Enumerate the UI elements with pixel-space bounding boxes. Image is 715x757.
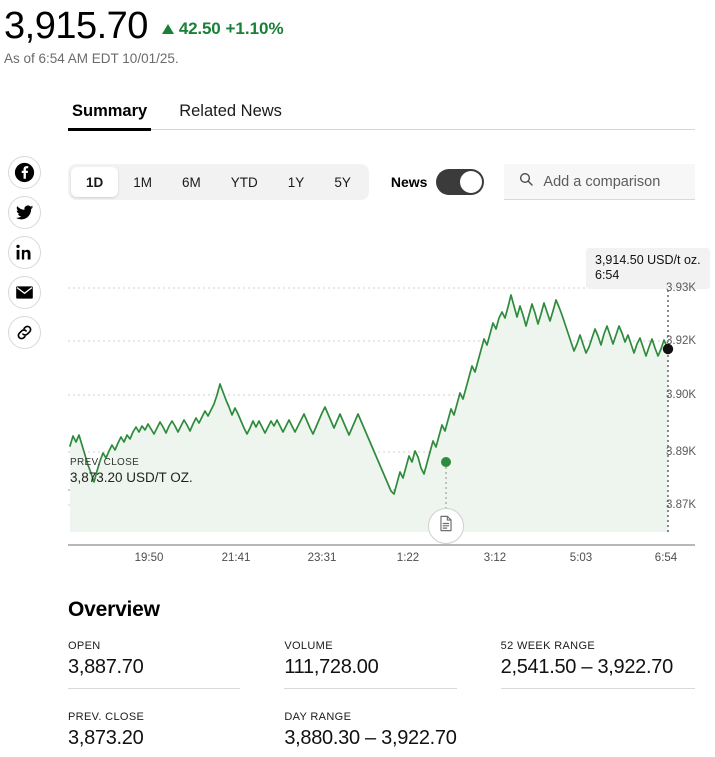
share-twitter-button[interactable] <box>8 196 41 229</box>
y-tick-4: 3.87K <box>666 499 697 511</box>
quote-price: 3,915.70 <box>4 5 148 47</box>
quote-header: 3,915.70 42.50 +1.10% As of 6:54 AM EDT … <box>0 0 715 66</box>
caret-up-icon <box>161 24 174 34</box>
quote-change-percent: +1.10% <box>225 19 284 38</box>
range-button-6m[interactable]: 6M <box>182 174 201 190</box>
x-tick-0: 19:50 <box>134 552 164 564</box>
twitter-icon <box>14 202 35 223</box>
overview-item-open: OPEN 3,887.70 <box>68 640 262 697</box>
overview-item-52-week-range: 52 WEEK RANGE 2,541.50 – 3,922.70 <box>500 640 695 697</box>
share-linkedin-button[interactable] <box>8 236 41 269</box>
overview-section: Overview OPEN 3,887.70 VOLUME 111,728.00… <box>68 598 695 757</box>
share-rail <box>8 156 41 349</box>
overview-value-volume: 111,728.00 <box>284 656 379 678</box>
range-button-ytd[interactable]: YTD <box>230 174 258 190</box>
x-tick-2: 23:31 <box>307 552 337 564</box>
search-icon <box>518 171 534 192</box>
prev-close-annotation-value: 3,873.20 USD/T OZ. <box>70 470 193 485</box>
y-tick-1: 3.92K <box>666 335 697 347</box>
overview-item-volume: VOLUME 111,728.00 <box>284 640 478 697</box>
overview-item-placeholder <box>501 711 695 757</box>
document-icon <box>438 515 454 537</box>
y-tick-2: 3.90K <box>666 389 697 401</box>
chart-canvas <box>68 250 695 546</box>
news-toggle[interactable] <box>436 169 485 195</box>
x-tick-4: 3:12 <box>483 552 507 564</box>
share-link-button[interactable] <box>8 316 41 349</box>
prev-close-annotation-label: PREV. CLOSE <box>70 457 140 468</box>
share-facebook-button[interactable] <box>8 156 41 189</box>
overview-grid: OPEN 3,887.70 VOLUME 111,728.00 52 WEEK … <box>68 640 695 757</box>
overview-title: Overview <box>68 598 160 621</box>
facebook-icon <box>14 162 35 183</box>
quote-timestamp: As of 6:54 AM EDT 10/01/25. <box>4 51 179 66</box>
x-tick-1: 21:41 <box>221 552 251 564</box>
range-button-5y[interactable]: 5Y <box>334 174 351 190</box>
y-tick-0: 3.93K <box>666 282 697 294</box>
link-icon <box>14 322 35 343</box>
x-tick-6: 6:54 <box>654 552 678 564</box>
range-button-1d[interactable]: 1D <box>71 167 119 197</box>
chart-controls: 1D 1M 6M YTD 1Y 5Y News Add a comparison <box>68 163 695 201</box>
quote-change: 42.50 +1.10% <box>161 19 284 39</box>
linkedin-icon <box>14 242 35 263</box>
overview-value-52-week-range: 2,541.50 – 3,922.70 <box>500 656 674 678</box>
tab-summary[interactable]: Summary <box>68 96 152 131</box>
overview-value-prev-close: 3,873.20 <box>68 727 144 749</box>
range-button-1m[interactable]: 1M <box>133 174 153 190</box>
news-toggle-label: News <box>390 174 428 190</box>
tab-bar: Summary Related News <box>68 96 695 131</box>
x-axis-labels: 19:50 21:41 23:31 1:22 3:12 5:03 6:54 <box>68 552 695 570</box>
overview-label-volume: VOLUME <box>284 640 333 652</box>
quote-price-row: 3,915.70 42.50 +1.10% <box>4 4 715 48</box>
tooltip-time: 6:54 <box>595 268 620 282</box>
news-toggle-group: News <box>391 169 485 195</box>
range-button-1y[interactable]: 1Y <box>287 174 305 190</box>
last-data-point <box>662 343 674 355</box>
x-tick-5: 5:03 <box>569 552 593 564</box>
chart-tooltip: 3,914.50 USD/t oz. 6:54 <box>586 248 710 289</box>
toggle-knob <box>460 171 483 193</box>
chart-line <box>69 294 669 495</box>
overview-value-open: 3,887.70 <box>68 656 144 678</box>
email-icon <box>14 282 35 303</box>
news-marker-button[interactable] <box>428 508 464 544</box>
y-tick-3: 3.89K <box>666 446 697 458</box>
overview-label-prev-close: PREV. CLOSE <box>68 711 145 723</box>
range-selector: 1D 1M 6M YTD 1Y 5Y <box>68 164 369 200</box>
overview-item-prev-close: PREV. CLOSE 3,873.20 <box>68 711 262 757</box>
overview-value-day-range: 3,880.30 – 3,922.70 <box>284 727 457 749</box>
overview-label-open: OPEN <box>68 640 101 652</box>
price-chart[interactable]: 3,914.50 USD/t oz. 6:54 PREV. CLOSE 3,87… <box>68 240 710 564</box>
x-tick-3: 1:22 <box>396 552 420 564</box>
tooltip-price: 3,914.50 USD/t oz. <box>595 253 701 267</box>
overview-label-day-range: DAY RANGE <box>284 711 352 723</box>
add-comparison-placeholder: Add a comparison <box>543 173 661 190</box>
tab-related-news[interactable]: Related News <box>179 102 282 120</box>
quote-change-value: 42.50 <box>178 19 221 38</box>
overview-label-52-week-range: 52 WEEK RANGE <box>500 640 596 652</box>
news-data-point <box>441 457 451 467</box>
add-comparison-input[interactable]: Add a comparison <box>504 164 695 200</box>
overview-item-day-range: DAY RANGE 3,880.30 – 3,922.70 <box>284 711 478 757</box>
chart-area-fill <box>70 295 668 532</box>
share-email-button[interactable] <box>8 276 41 309</box>
